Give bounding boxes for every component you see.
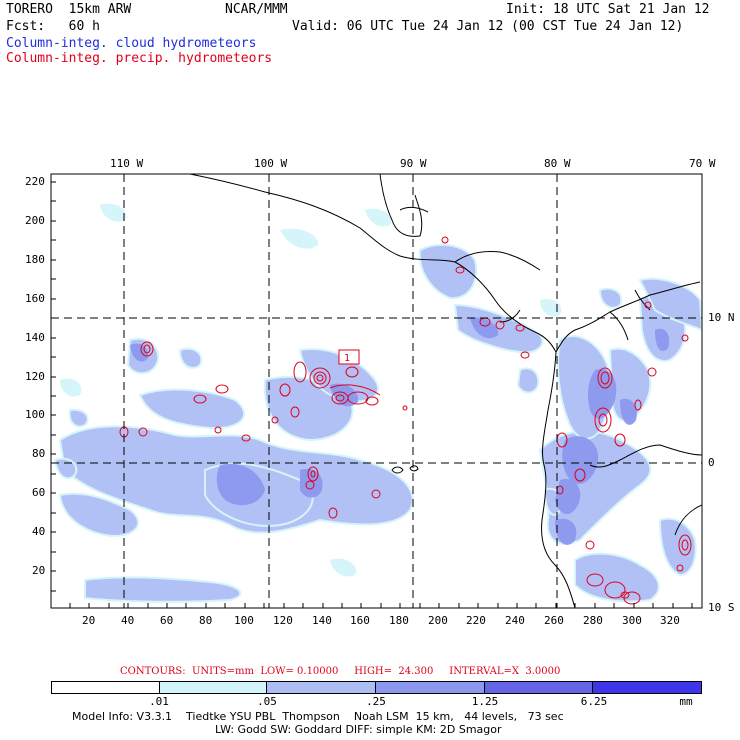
contour-label: 1 — [344, 353, 350, 364]
map-frame — [50, 173, 703, 609]
x-tick-label: 200 — [428, 614, 448, 627]
colorbar-units: mm — [679, 695, 693, 708]
x-tick-label: 80 — [199, 614, 213, 627]
lat-lon-grid — [51, 174, 702, 608]
y-tick-label: 40 — [32, 525, 46, 538]
x-tick-label: 60 — [160, 614, 174, 627]
model-physics: LW: Godd SW: Goddard DIFF: simple KM: 2D… — [215, 723, 502, 736]
y-tick-label: 200 — [25, 214, 45, 227]
y-tick-label: 20 — [32, 564, 46, 577]
colorbar-label: .05 — [257, 695, 277, 708]
lon-label: 100 W — [254, 157, 288, 170]
colorbar-cell — [52, 682, 160, 693]
y-tick-label: 180 — [25, 253, 45, 266]
y-tick-label: 120 — [25, 370, 45, 383]
colorbar-label: 1.25 — [471, 695, 499, 708]
model-name: TORERO 15km ARW — [6, 2, 132, 17]
lon-label: 70 W — [689, 157, 716, 170]
x-tick-label: 260 — [544, 614, 564, 627]
x-tick-label: 40 — [121, 614, 135, 627]
x-tick-label: 220 — [466, 614, 486, 627]
x-tick-label: 100 — [234, 614, 254, 627]
x-tick-label: 160 — [350, 614, 370, 627]
y-tick-label: 140 — [25, 331, 45, 344]
coastlines — [189, 174, 702, 608]
x-tick-label: 280 — [583, 614, 603, 627]
lat-label: 10 S — [708, 601, 735, 614]
colorbar-cell — [593, 682, 702, 693]
contour-label-box — [338, 349, 360, 365]
colorbar — [51, 681, 702, 694]
forecast-hour: Fcst: 60 h — [6, 19, 100, 34]
valid-time: Valid: 06 UTC Tue 24 Jan 12 (00 CST Tue … — [292, 19, 684, 34]
x-tick-label: 180 — [389, 614, 409, 627]
x-tick-label: 320 — [660, 614, 680, 627]
colorbar-label: .01 — [149, 695, 169, 708]
y-tick-label: 80 — [32, 447, 46, 460]
x-tick-label: 20 — [82, 614, 96, 627]
colorbar-label: 6.25 — [580, 695, 608, 708]
cloud-shading — [53, 203, 702, 603]
y-tick-label: 220 — [25, 175, 45, 188]
colorbar-cell — [159, 682, 268, 693]
axis-ticks — [51, 181, 693, 608]
y-tick-label: 100 — [25, 408, 45, 421]
x-tick-label: 240 — [505, 614, 525, 627]
y-tick-label: 160 — [25, 292, 45, 305]
precip-contours — [119, 236, 692, 605]
init-time: Init: 18 UTC Sat 21 Jan 12 — [506, 2, 710, 17]
field-cloud-label: Column-integ. cloud hydrometeors — [6, 36, 257, 51]
contours-info: CONTOURS: UNITS=mm LOW= 0.10000 HIGH= 24… — [120, 666, 561, 677]
lat-label: 10 N — [708, 311, 735, 324]
lon-label: 110 W — [110, 157, 144, 170]
colorbar-cell — [484, 682, 594, 693]
x-tick-label: 300 — [622, 614, 642, 627]
x-tick-label: 120 — [273, 614, 293, 627]
lon-label: 80 W — [544, 157, 571, 170]
colorbar-label: .25 — [366, 695, 386, 708]
model-info: Model Info: V3.3.1 Tiedtke YSU PBL Thomp… — [72, 710, 564, 723]
x-tick-label: 140 — [312, 614, 332, 627]
lon-label: 90 W — [400, 157, 427, 170]
colorbar-cell — [267, 682, 377, 693]
colorbar-cell — [376, 682, 485, 693]
center-name: NCAR/MMM — [225, 2, 288, 17]
y-tick-label: 60 — [32, 486, 46, 499]
field-precip-label: Column-integ. precip. hydrometeors — [6, 51, 273, 66]
lat-label: 0 — [708, 456, 715, 469]
